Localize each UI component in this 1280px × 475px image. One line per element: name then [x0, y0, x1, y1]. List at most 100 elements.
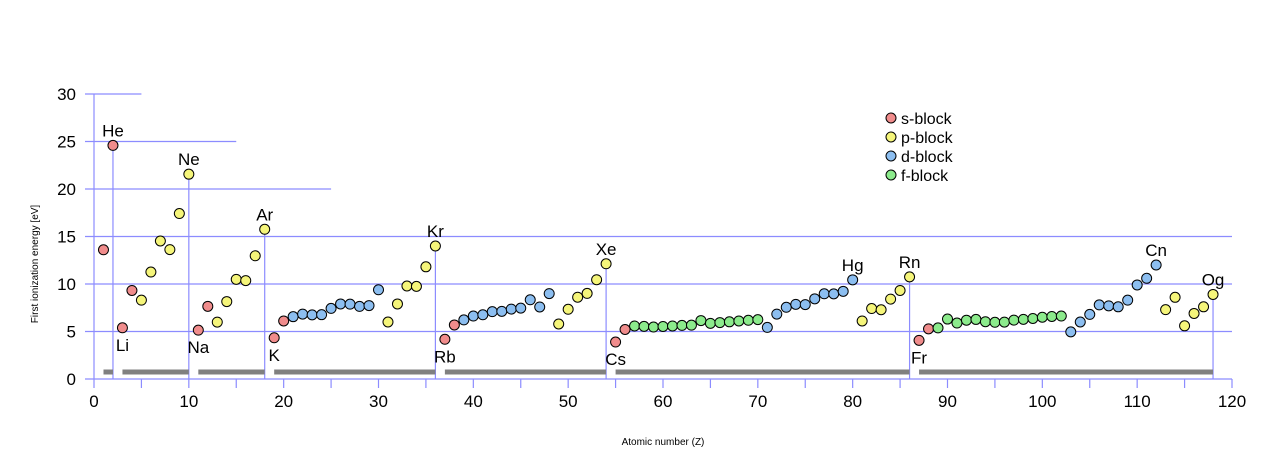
data-point-f-block: [1008, 314, 1020, 326]
x-tick-label: 50: [559, 392, 578, 411]
data-point-f-block: [960, 314, 972, 326]
data-point-f-block: [676, 319, 688, 331]
data-point-d-block: [847, 274, 859, 286]
data-point-d-block: [325, 302, 337, 314]
data-point-p-block: [211, 316, 223, 328]
data-point-s-block: [619, 324, 631, 336]
data-point-p-block: [429, 240, 441, 252]
data-point-d-block: [1150, 259, 1162, 271]
data-point-f-block: [1027, 312, 1039, 324]
element-label: Hg: [842, 256, 864, 275]
x-tick-label: 100: [1028, 392, 1056, 411]
data-point-d-block: [818, 288, 830, 300]
data-point-p-block: [553, 318, 565, 330]
data-point-f-block: [714, 317, 726, 329]
data-point-d-block: [828, 288, 840, 300]
data-point-p-block: [856, 315, 868, 327]
data-point-f-block: [970, 313, 982, 325]
data-point-s-block: [610, 336, 622, 348]
data-point-s-block: [116, 322, 128, 334]
element-label: Rn: [899, 253, 921, 272]
data-point-p-block: [382, 316, 394, 328]
x-tick-label: 0: [89, 392, 98, 411]
data-point-d-block: [1084, 308, 1096, 320]
data-point-p-block: [221, 296, 233, 308]
x-tick-label: 10: [179, 392, 198, 411]
data-point-d-block: [354, 300, 366, 312]
data-point-d-block: [809, 293, 821, 305]
data-point-f-block: [685, 319, 697, 331]
data-point-d-block: [316, 309, 328, 321]
data-point-f-block: [942, 313, 953, 325]
data-point-p-block: [249, 250, 261, 262]
data-point-p-block: [885, 293, 897, 305]
data-point-f-block: [723, 316, 735, 328]
data-point-f-block: [704, 317, 716, 329]
legend-label: d-block: [901, 149, 954, 166]
x-tick-label: 90: [938, 392, 957, 411]
data-point-d-block: [1122, 294, 1134, 306]
data-point-p-block: [230, 273, 242, 285]
element-label: Xe: [596, 240, 617, 259]
data-point-d-block: [505, 303, 517, 315]
element-label: Ne: [178, 150, 200, 169]
data-point-f-block: [752, 314, 764, 326]
y-tick-label: 5: [67, 323, 76, 342]
data-point-d-block: [287, 311, 299, 323]
data-point-d-block: [477, 309, 489, 321]
data-point-d-block: [363, 300, 375, 312]
data-point-s-block: [97, 244, 109, 256]
data-point-p-block: [904, 271, 916, 283]
gridlines: [85, 93, 1232, 380]
y-tick-label: 10: [57, 275, 76, 294]
element-label: K: [269, 346, 281, 365]
data-point-d-block: [496, 305, 508, 317]
data-point-p-block: [591, 274, 603, 286]
data-point-d-block: [771, 308, 783, 320]
data-point-f-block: [648, 321, 660, 333]
data-point-d-block: [543, 288, 555, 300]
data-point-d-block: [790, 298, 802, 310]
data-point-p-block: [572, 291, 584, 303]
element-label: Fr: [911, 348, 927, 367]
data-point-p-block: [1207, 288, 1219, 300]
element-labels: He Ne Ar Kr Xe Hg Rn Cn Og Li Na K Rb Cs Fr: [102, 121, 1224, 369]
data-point-p-block: [391, 298, 403, 310]
data-points: [97, 139, 1219, 348]
legend-marker-s-block: [885, 112, 897, 124]
data-point-p-block: [145, 266, 157, 278]
x-tick-label: 20: [274, 392, 293, 411]
data-point-f-block: [666, 320, 678, 332]
y-tick-label: 0: [67, 370, 76, 389]
data-point-f-block: [638, 320, 650, 332]
data-point-d-block: [780, 301, 792, 313]
element-label: Cs: [605, 350, 626, 369]
legend-marker-f-block: [885, 169, 897, 181]
x-tick-label: 30: [369, 392, 388, 411]
data-point-d-block: [297, 308, 309, 320]
data-point-s-block: [107, 139, 119, 151]
data-point-d-block: [1103, 300, 1115, 312]
data-point-d-block: [373, 284, 384, 296]
legend-label: f-block: [901, 168, 949, 185]
x-tick-label: 120: [1218, 392, 1246, 411]
legend-label: s-block: [901, 111, 953, 128]
data-point-s-block: [192, 324, 204, 336]
legend-label: p-block: [901, 130, 954, 147]
data-point-p-block: [410, 280, 422, 292]
data-point-p-block: [875, 304, 887, 316]
x-tick-label: 110: [1124, 392, 1151, 411]
data-point-d-block: [467, 310, 479, 322]
data-point-p-block: [1160, 304, 1172, 316]
data-point-d-block: [458, 314, 470, 326]
y-tick-label: 15: [57, 228, 76, 247]
legend-marker-d-block: [885, 150, 897, 162]
element-label: Na: [187, 338, 209, 357]
data-point-p-block: [401, 280, 413, 292]
data-point-f-block: [989, 316, 1001, 328]
y-axis-label: First ionization energy [eV]: [30, 205, 41, 324]
data-point-f-block: [695, 315, 707, 327]
data-point-d-block: [1112, 301, 1124, 313]
element-label: Cn: [1145, 241, 1167, 260]
